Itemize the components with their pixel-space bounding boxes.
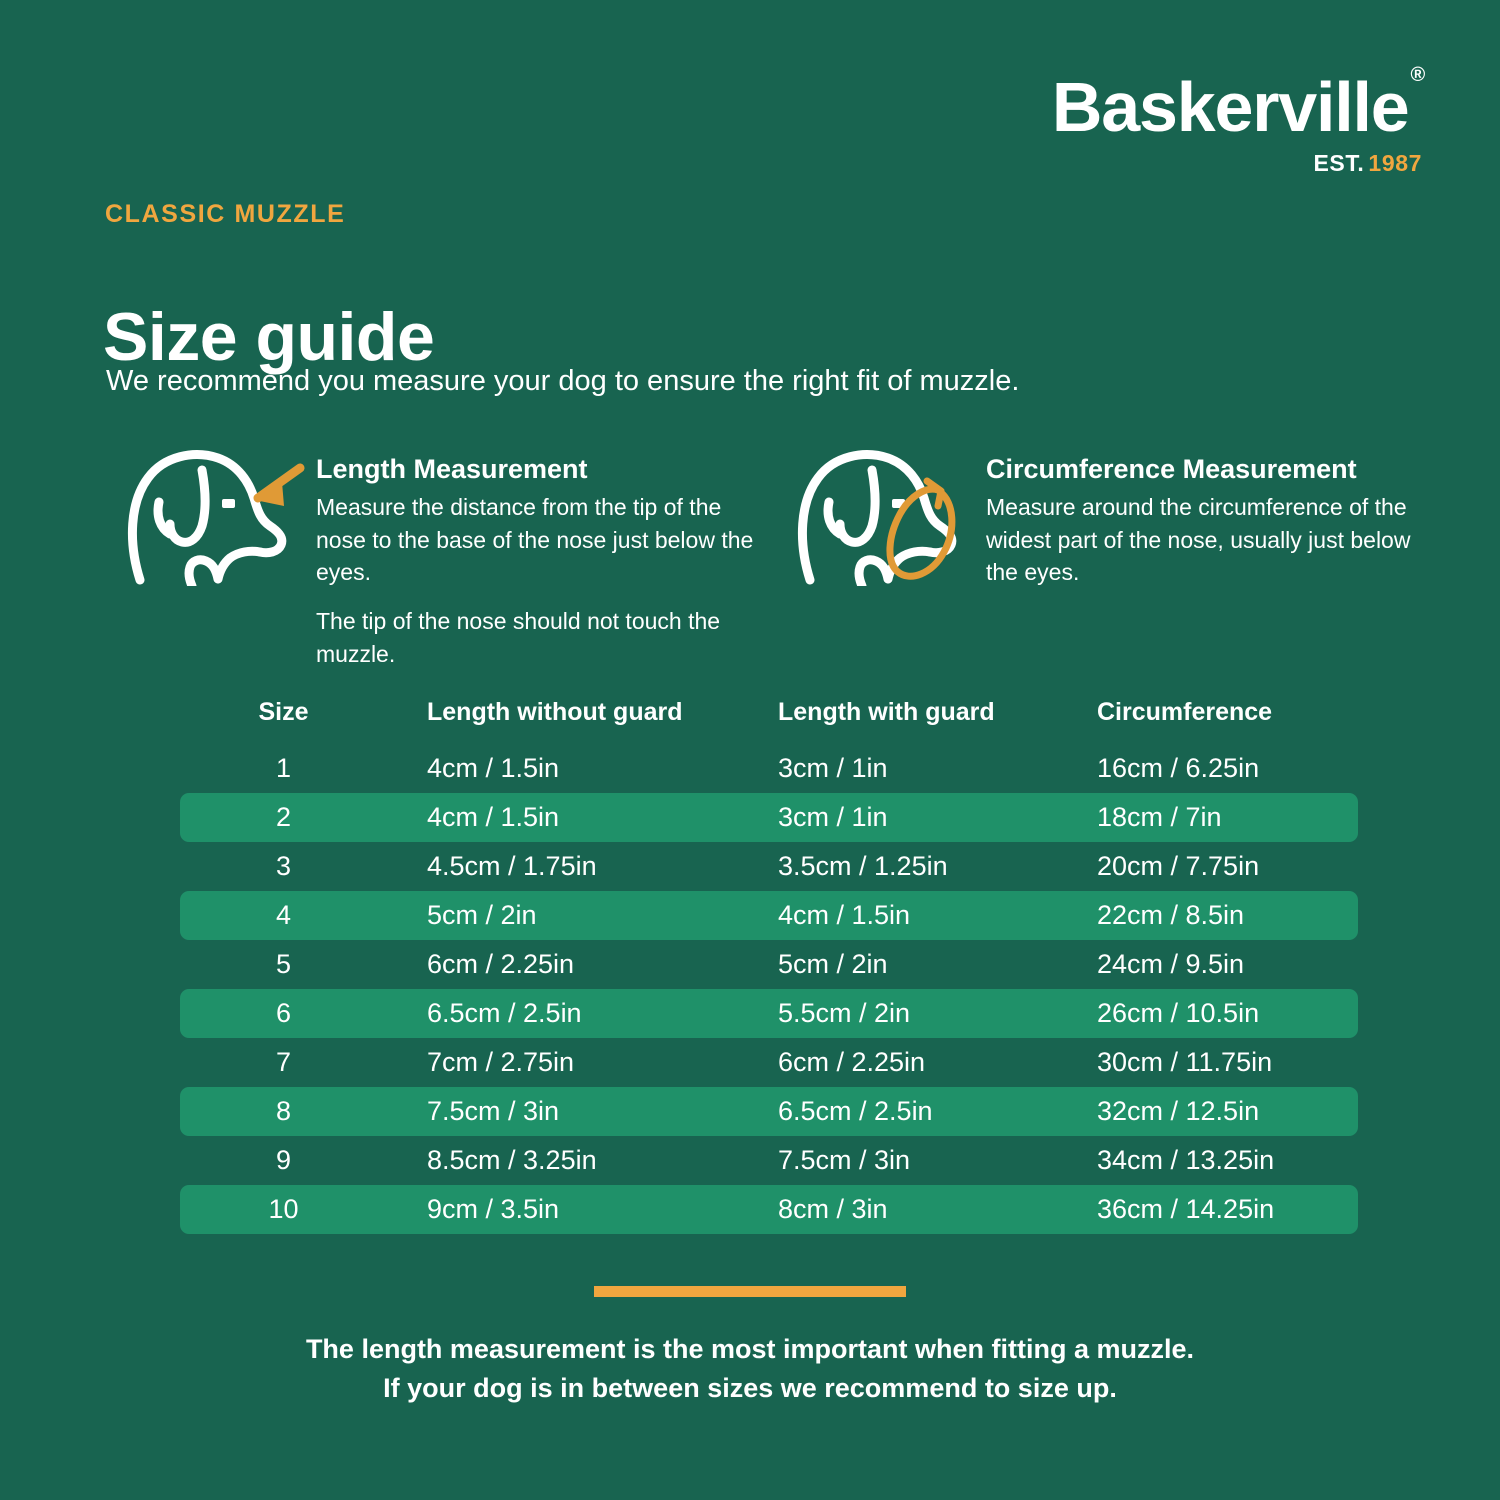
cell-length-with-guard: 6.5cm / 2.5in — [778, 1096, 933, 1126]
cell-size: 10 — [268, 1194, 299, 1224]
length-measurement-para-2: The tip of the nose should not touch the… — [316, 608, 721, 667]
dog-head-loop-icon — [788, 446, 976, 591]
cell-length-with-guard: 8cm / 3in — [778, 1194, 888, 1224]
column-header-length-without-guard: Length without guard — [427, 697, 683, 726]
cell-size: 4 — [275, 900, 292, 930]
page-title: Size guide — [103, 298, 435, 375]
cell-length-with-guard: 6cm / 2.25in — [778, 1047, 926, 1077]
cell-circumference: 22cm / 8.5in — [1097, 900, 1245, 930]
table-row: 9 8.5cm / 3.25in 7.5cm / 3in 34cm / 13.25in — [180, 1136, 1358, 1185]
brand-wordmark: Baskerville ® — [1052, 65, 1425, 142]
cell-length-without-guard: 8.5cm / 3.25in — [427, 1145, 597, 1175]
cell-circumference: 24cm / 9.5in — [1097, 949, 1245, 979]
cell-length-without-guard: 4cm / 1.5in — [427, 802, 560, 832]
cell-circumference: 32cm / 12.5in — [1097, 1096, 1260, 1126]
footer-note: The length measurement is the most impor… — [0, 1330, 1500, 1408]
cell-length-without-guard: 9cm / 3.5in — [427, 1194, 560, 1224]
length-measurement-title: Length Measurement — [316, 454, 588, 484]
table-row: 6 6.5cm / 2.5in 5.5cm / 2in 26cm / 10.5in — [180, 989, 1358, 1038]
dog-head-arrow-icon — [118, 446, 306, 591]
footer-line-1: The length measurement is the most impor… — [305, 1334, 1195, 1364]
table-row: 10 9cm / 3.5in 8cm / 3in 36cm / 14.25in — [180, 1185, 1358, 1234]
footer-divider — [594, 1286, 906, 1297]
circumference-measurement-block: Circumference Measurement Measure around… — [788, 446, 1428, 591]
cell-circumference: 36cm / 14.25in — [1097, 1194, 1275, 1224]
cell-size: 9 — [275, 1145, 292, 1175]
cell-length-without-guard: 7cm / 2.75in — [427, 1047, 575, 1077]
cell-length-with-guard: 3cm / 1in — [778, 753, 888, 783]
circumference-measurement-text: Circumference Measurement Measure around… — [986, 446, 1428, 589]
footer-line-2: If your dog is in between sizes we recom… — [383, 1373, 1117, 1404]
page-subtitle: We recommend you measure your dog to ens… — [106, 365, 1020, 397]
table-row: 3 4.5cm / 1.75in 3.5cm / 1.25in 20cm / 7.75… — [180, 842, 1358, 891]
cell-length-without-guard: 5cm / 2in — [427, 900, 537, 930]
column-header-size: Size — [258, 697, 309, 726]
cell-circumference: 34cm / 13.25in — [1097, 1145, 1275, 1175]
circumference-loop-glyph — [886, 477, 956, 580]
table-row: 5 6cm / 2.25in 5cm / 2in 24cm / 9.5in — [180, 940, 1358, 989]
length-measurement-block: Length Measurement Measure the distance … — [118, 446, 758, 670]
cell-length-without-guard: 6cm / 2.25in — [427, 949, 575, 979]
table-header-row: Size Length without guard Length with gu… — [180, 690, 1358, 734]
cell-length-without-guard: 7.5cm / 3in — [427, 1096, 560, 1126]
cell-size: 7 — [275, 1047, 292, 1077]
cell-circumference: 20cm / 7.75in — [1097, 851, 1260, 881]
table-row: 8 7.5cm / 3in 6.5cm / 2.5in 32cm / 12.5in — [180, 1087, 1358, 1136]
cell-size: 5 — [275, 949, 292, 979]
cell-length-with-guard: 7.5cm / 3in — [778, 1145, 911, 1175]
cell-circumference: 16cm / 6.25in — [1097, 753, 1260, 783]
cell-length-with-guard: 5.5cm / 2in — [778, 998, 911, 1028]
cell-circumference: 30cm / 11.75in — [1097, 1047, 1273, 1077]
cell-size: 1 — [275, 753, 292, 783]
circumference-measurement-para-1: Measure around the circumference of the … — [986, 494, 1411, 586]
cell-size: 8 — [275, 1096, 292, 1126]
length-measurement-text: Length Measurement Measure the distance … — [316, 446, 758, 670]
arrow-glyph — [253, 463, 305, 506]
cell-size: 6 — [275, 998, 292, 1028]
column-header-circumference: Circumference — [1097, 697, 1273, 726]
cell-length-without-guard: 4.5cm / 1.75in — [427, 851, 597, 881]
cell-size: 3 — [275, 851, 292, 881]
cell-length-with-guard: 3cm / 1in — [778, 802, 888, 832]
cell-length-without-guard: 4cm / 1.5in — [427, 753, 560, 783]
length-measurement-para-1: Measure the distance from the tip of the… — [316, 494, 754, 586]
brand-logo: Baskerville ® EST. 1987 — [1052, 65, 1425, 177]
cell-length-with-guard: 4cm / 1.5in — [778, 900, 911, 930]
cell-size: 2 — [275, 802, 292, 832]
brand-est-year: 1987 — [1368, 150, 1422, 176]
cell-length-with-guard: 3.5cm / 1.25in — [778, 851, 948, 881]
cell-length-without-guard: 6.5cm / 2.5in — [427, 998, 582, 1028]
registered-trademark-icon: ® — [1410, 63, 1425, 86]
cell-circumference: 26cm / 10.5in — [1097, 998, 1260, 1028]
cell-length-with-guard: 5cm / 2in — [778, 949, 888, 979]
table-row: 4 5cm / 2in 4cm / 1.5in 22cm / 8.5in — [180, 891, 1358, 940]
cell-circumference: 18cm / 7in — [1097, 802, 1222, 832]
circumference-measurement-title: Circumference Measurement — [986, 454, 1357, 484]
table-row: 2 4cm / 1.5in 3cm / 1in 18cm / 7in — [180, 793, 1358, 842]
brand-est-label: EST. — [1313, 150, 1365, 176]
column-header-length-with-guard: Length with guard — [778, 697, 995, 726]
size-table: Size Length without guard Length with gu… — [180, 690, 1358, 1234]
product-eyebrow: CLASSIC MUZZLE — [105, 200, 346, 228]
table-row: 7 7cm / 2.75in 6cm / 2.25in 30cm / 11.75in — [180, 1038, 1358, 1087]
brand-wordmark-text: Baskerville — [1051, 68, 1410, 146]
brand-established: EST. 1987 — [1052, 150, 1422, 177]
table-row: 1 4cm / 1.5in 3cm / 1in 16cm / 6.25in — [180, 744, 1358, 793]
